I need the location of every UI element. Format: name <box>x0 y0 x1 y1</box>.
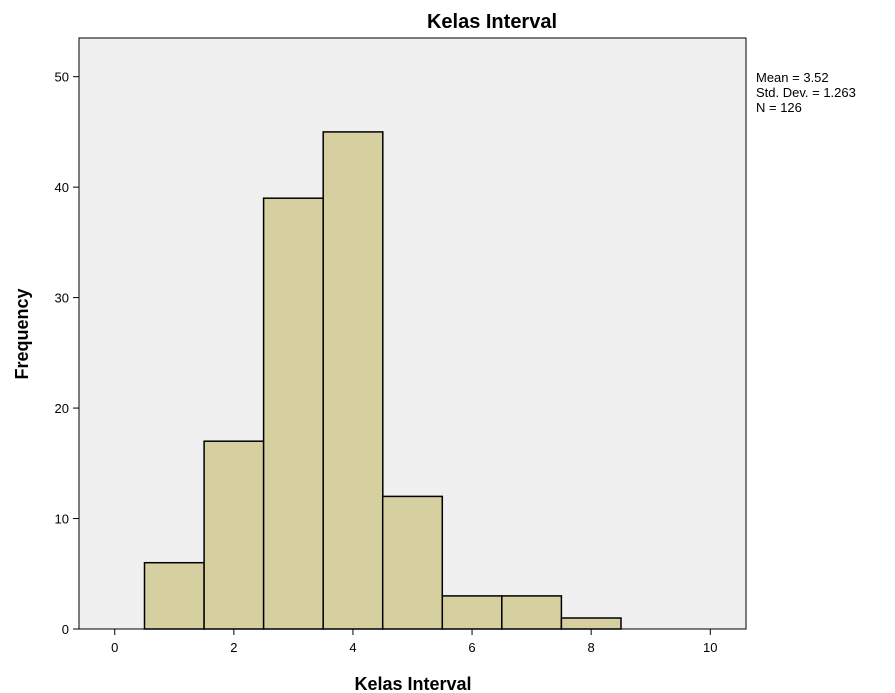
stats-box: Mean = 3.52 Std. Dev. = 1.263 N = 126 <box>756 70 856 115</box>
stat-n: N = 126 <box>756 100 802 115</box>
y-axis: 0 10 20 30 40 50 <box>55 70 79 637</box>
histogram-bar <box>441 595 503 630</box>
x-tick-label: 8 <box>588 640 595 655</box>
x-tick-label: 6 <box>468 640 475 655</box>
histogram-bar <box>501 595 563 630</box>
histogram-bar <box>381 495 444 630</box>
y-axis-label: Frequency <box>12 288 32 379</box>
y-tick-label: 50 <box>55 70 69 85</box>
stat-mean: Mean = 3.52 <box>756 70 829 85</box>
y-tick-label: 0 <box>62 622 69 637</box>
histogram-bar <box>143 561 205 630</box>
bars-group <box>143 131 622 630</box>
y-tick-label: 40 <box>55 180 69 195</box>
x-tick-label: 10 <box>703 640 717 655</box>
x-tick-label: 0 <box>111 640 118 655</box>
x-axis-label: Kelas Interval <box>354 674 471 693</box>
y-tick-label: 20 <box>55 401 69 416</box>
y-tick-label: 30 <box>55 291 69 306</box>
chart-title: Kelas Interval <box>427 11 557 33</box>
x-axis: 0 2 4 6 8 10 <box>111 629 718 655</box>
histogram-bar <box>322 131 384 630</box>
stat-std-dev: Std. Dev. = 1.263 <box>756 85 856 100</box>
y-tick-label: 10 <box>55 512 69 527</box>
histogram-bar <box>560 617 622 630</box>
histogram-bar <box>203 440 265 630</box>
x-tick-label: 2 <box>230 640 237 655</box>
histogram-bar <box>262 197 324 630</box>
x-tick-label: 4 <box>349 640 356 655</box>
